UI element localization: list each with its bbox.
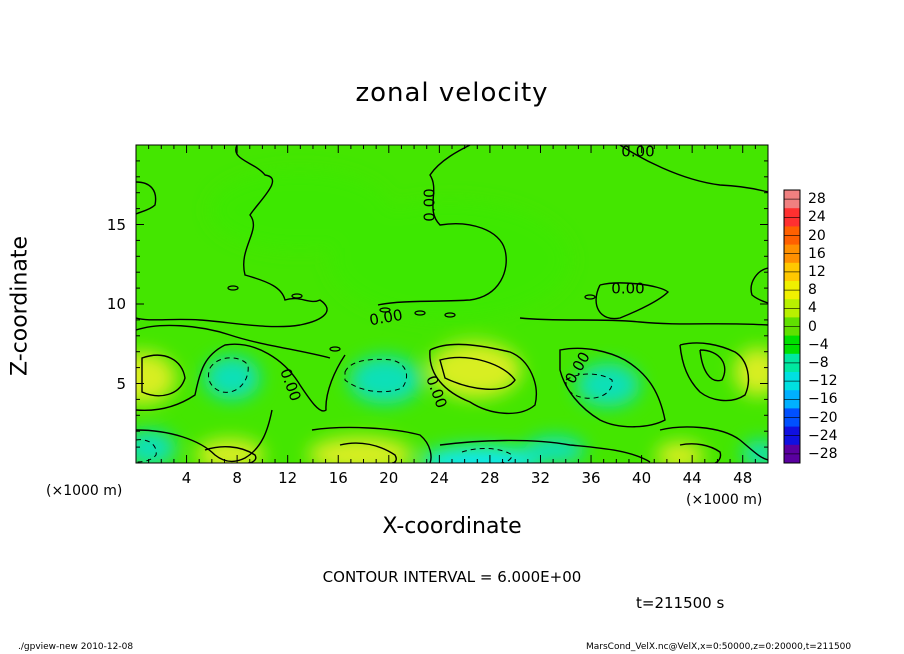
contour-line (311, 426, 432, 463)
field-blob (576, 363, 640, 407)
colorbar-label: −24 (808, 427, 838, 444)
contour-label: 0.00 (421, 188, 439, 221)
x-tick-label: 4 (181, 469, 192, 487)
x-tick-label: 36 (581, 469, 601, 487)
contour-line (204, 446, 257, 463)
contour-fragment (227, 285, 239, 291)
x-tick-label: 44 (682, 469, 702, 487)
colorbar-label: −16 (808, 391, 838, 408)
field-blob (136, 352, 176, 404)
y-tick-label: 5 (116, 374, 126, 393)
contour-fragment (291, 293, 303, 299)
field-blob (734, 348, 768, 396)
x-axis-label: X-coordinate (382, 514, 522, 539)
x-unit-left: (×1000 m) (46, 483, 123, 499)
colorbar-label: −20 (808, 409, 838, 426)
field-blob (525, 436, 585, 463)
x-tick-label: 32 (530, 469, 551, 487)
x-tick-label: 28 (480, 469, 500, 487)
field-blob (204, 356, 260, 400)
contour-line (439, 439, 651, 463)
contour-fragment (379, 307, 391, 313)
colorbar-label: 28 (808, 191, 826, 208)
contour-line-dashed (208, 357, 249, 393)
colorbar-label: −4 (808, 336, 829, 353)
contour-line (679, 342, 750, 402)
field-blob (429, 342, 521, 398)
x-tick-label: 40 (632, 469, 652, 487)
contour-line (339, 442, 397, 463)
contour-line (750, 267, 768, 304)
field-blob (349, 356, 421, 404)
contour-line (136, 343, 346, 412)
contour-line (439, 356, 516, 390)
contour-line (136, 409, 273, 463)
contour-line-dashed (565, 373, 613, 399)
contour-fragment (329, 346, 341, 352)
contour-line (141, 354, 186, 397)
x-tick-label: 12 (278, 469, 298, 487)
contour-line (699, 349, 726, 382)
colorbar-label: 16 (808, 245, 826, 262)
contour-fragment (414, 310, 426, 316)
colorbar-label: 24 (808, 209, 826, 226)
colorbar-label: −28 (808, 445, 838, 462)
contour-line (519, 317, 768, 326)
x-tick-label: 48 (733, 469, 753, 487)
x-tick-label: 16 (328, 469, 348, 487)
colorbar-label: 12 (808, 263, 826, 280)
contour-label: 0.00 (611, 280, 644, 298)
field-blob (742, 440, 768, 463)
contour-line (429, 343, 537, 415)
contour-interval-note: CONTOUR INTERVAL = 6.000E+00 (322, 568, 582, 586)
contour-line (659, 426, 768, 461)
contour-line-dashed (136, 439, 157, 463)
colorbar-label: 4 (808, 300, 817, 317)
colorbar-label: −12 (808, 373, 838, 390)
footer-program-date: ./gpview-new 2010-12-08 (18, 642, 134, 652)
y-axis-label: Z-coordinate (7, 236, 33, 376)
footer-data-source: MarsCond_VelX.nc@VelX,x=0:50000,z=0:2000… (586, 642, 852, 652)
y-tick-label: 15 (106, 215, 126, 234)
contour-line (595, 282, 670, 320)
x-tick-label: 20 (379, 469, 399, 487)
field-blob (656, 442, 704, 463)
field-blob (330, 200, 570, 320)
colorbar-label: 20 (808, 227, 826, 244)
y-tick-label: 10 (106, 295, 126, 313)
colorbar-label: 8 (808, 282, 817, 299)
field-blob (136, 430, 176, 463)
contour-label: 0.00 (621, 143, 654, 161)
contour-line (136, 145, 328, 328)
contour-fragment (584, 294, 596, 300)
chart-title: zonal velocity (355, 78, 549, 108)
field-blob (308, 437, 412, 463)
colorbar-label: −8 (808, 354, 829, 371)
contour-fragment (444, 312, 456, 318)
contour-line (377, 145, 507, 306)
contour-line (619, 145, 768, 193)
colorbar-label: 0 (808, 318, 817, 335)
contour-line (136, 181, 157, 215)
contour-line-dashed (344, 358, 408, 393)
time-label: t=211500 s (636, 594, 725, 612)
contour-line (559, 347, 666, 428)
field-blob (210, 170, 390, 250)
contour-line (136, 324, 331, 359)
x-tick-label: 8 (232, 469, 242, 487)
x-unit-right: (×1000 m) (686, 492, 763, 508)
x-tick-label: 24 (429, 469, 449, 487)
contour-label: 0.00 (368, 306, 404, 330)
